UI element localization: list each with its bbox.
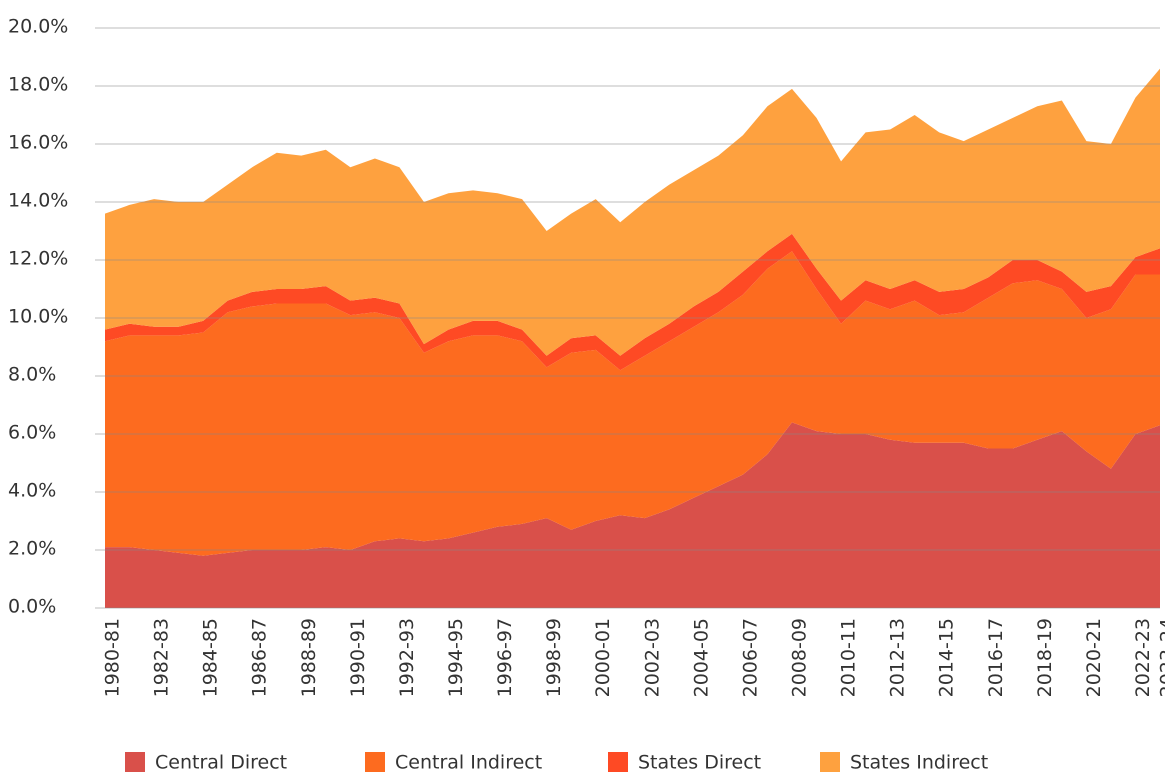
y-tick-label: 6.0% [8, 422, 56, 444]
y-tick-label: 4.0% [8, 480, 56, 502]
x-tick-label: 1996-97 [494, 618, 516, 697]
legend-swatch [608, 752, 628, 772]
y-tick-label: 2.0% [8, 538, 56, 560]
x-tick-label: 2002-03 [641, 618, 663, 697]
x-tick-label: 1994-95 [445, 618, 467, 697]
y-tick-label: 10.0% [8, 306, 68, 328]
x-tick-label: 1988-89 [298, 618, 320, 697]
y-tick-label: 16.0% [8, 132, 68, 154]
x-tick-label: 1986-87 [249, 618, 271, 697]
x-tick-label: 1982-83 [151, 618, 173, 697]
area [105, 68, 1160, 356]
x-tick-label: 1990-91 [347, 618, 369, 697]
legend-label: States Indirect [850, 752, 988, 774]
x-tick-label: 2016-17 [985, 618, 1007, 697]
x-tick-label: 1992-93 [396, 618, 418, 697]
x-tick-label: 2022-23 [1132, 618, 1154, 697]
legend-label: States Direct [638, 752, 761, 774]
x-tick-label: 2023-24 [1157, 618, 1165, 697]
x-tick-label: 1998-99 [543, 618, 565, 697]
legend-label: Central Indirect [395, 752, 542, 774]
x-tick-label: 2020-21 [1083, 618, 1105, 697]
legend-swatch [365, 752, 385, 772]
x-tick-label: 2004-05 [690, 618, 712, 697]
y-tick-label: 20.0% [8, 16, 68, 38]
x-tick-label: 2012-13 [887, 618, 909, 697]
area [105, 422, 1160, 608]
y-tick-label: 14.0% [8, 190, 68, 212]
x-tick-label: 2014-15 [936, 618, 958, 697]
x-tick-label: 2018-19 [1034, 618, 1056, 697]
area [105, 251, 1160, 556]
legend-swatch [820, 752, 840, 772]
x-tick-label: 2000-01 [592, 618, 614, 697]
legend-swatch [125, 752, 145, 772]
x-tick-label: 2006-07 [739, 618, 761, 697]
y-tick-label: 0.0% [8, 596, 56, 618]
x-tick-label: 2008-09 [788, 618, 810, 697]
x-tick-label: 1980-81 [102, 618, 124, 697]
area [105, 233, 1160, 371]
y-tick-label: 18.0% [8, 74, 68, 96]
y-tick-label: 8.0% [8, 364, 56, 386]
y-tick-label: 12.0% [8, 248, 68, 270]
x-tick-label: 1984-85 [200, 618, 222, 697]
x-tick-label: 2010-11 [838, 618, 860, 697]
legend-label: Central Direct [155, 752, 287, 774]
